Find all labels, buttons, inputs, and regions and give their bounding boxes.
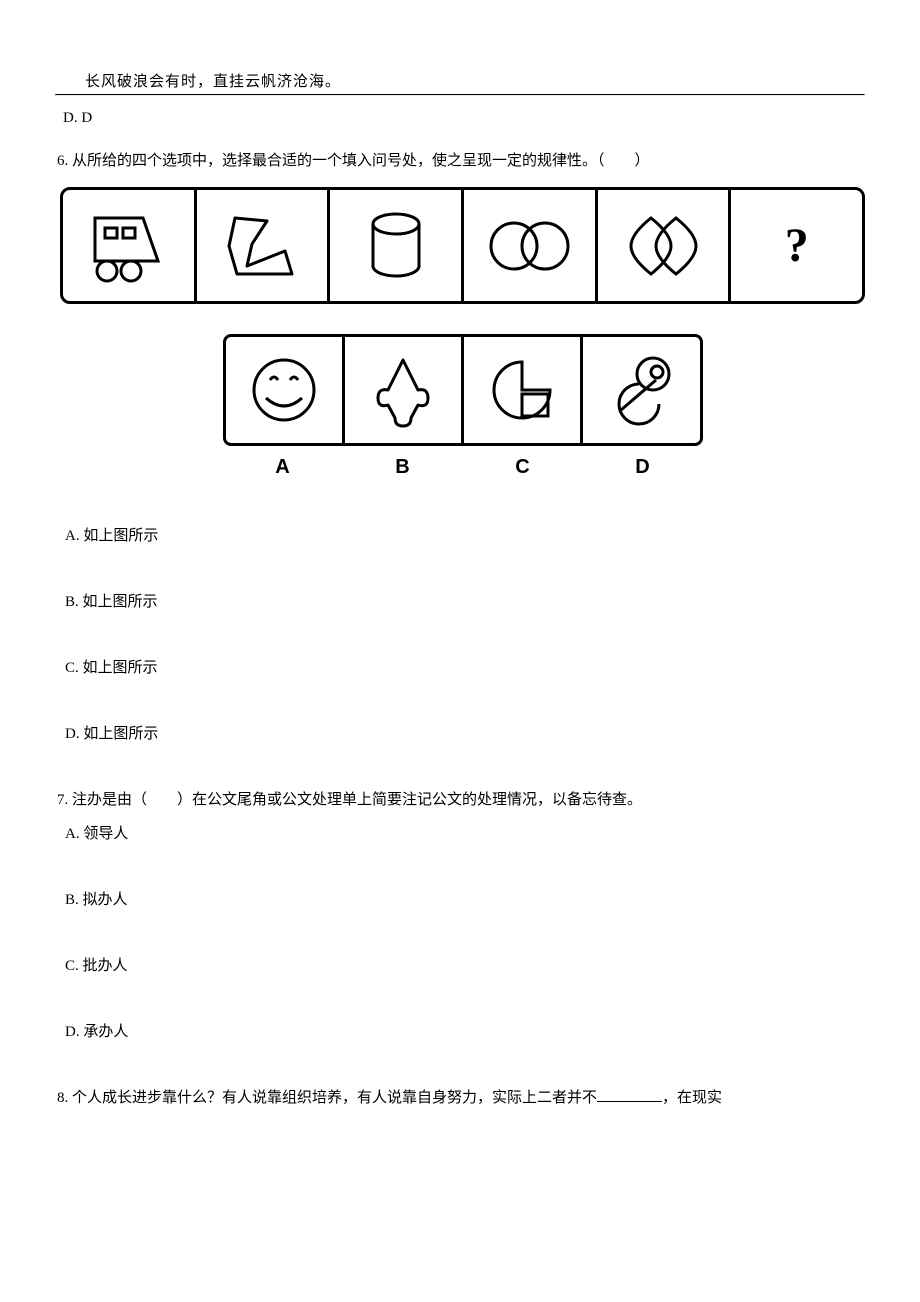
q6-option-c-cell xyxy=(464,337,583,443)
smiley-icon xyxy=(244,350,324,430)
q6-option-a-cell xyxy=(226,337,345,443)
star-tree-icon xyxy=(363,350,443,430)
question-mark-icon: ? xyxy=(785,218,809,273)
question-7-text: 7. 注办是由（ ）在公文尾角或公文处理单上简要注记公文的处理情况，以备忘待查。 xyxy=(57,788,865,812)
q8-text-before: 8. 个人成长进步靠什么？有人说靠组织培养，有人说靠自身努力，实际上二者并不 xyxy=(57,1090,597,1106)
capsule-circles-icon xyxy=(601,350,681,430)
q6-options-row xyxy=(223,334,703,446)
q6-option-d-text: D. 如上图所示 xyxy=(65,722,865,743)
option-d-d: D. D xyxy=(63,110,865,127)
q6-cell-6: ? xyxy=(731,190,862,301)
q6-cell-4 xyxy=(464,190,598,301)
q6-cell-2 xyxy=(197,190,331,301)
header-divider xyxy=(55,94,865,96)
q8-text-after: ，在现实 xyxy=(662,1090,722,1106)
double-circle-icon xyxy=(482,211,577,281)
q6-option-labels: A B C D xyxy=(223,456,703,479)
header-quote: 长风破浪会有时，直挂云帆济沧海。 xyxy=(85,70,865,91)
q6-option-b-text: B. 如上图所示 xyxy=(65,590,865,611)
pacman-square-icon xyxy=(482,350,562,430)
q6-cell-3 xyxy=(330,190,464,301)
double-diamond-icon xyxy=(621,206,706,286)
q6-cell-5 xyxy=(598,190,732,301)
polygon-icon xyxy=(217,206,307,286)
q6-sequence-row: ? xyxy=(60,187,865,304)
label-c: C xyxy=(463,456,583,479)
cylinder-icon xyxy=(356,206,436,286)
q7-option-a: A. 领导人 xyxy=(65,822,865,843)
label-a: A xyxy=(223,456,343,479)
q6-cell-1 xyxy=(63,190,197,301)
q6-option-d-cell xyxy=(583,337,699,443)
label-d: D xyxy=(583,456,703,479)
label-b: B xyxy=(343,456,463,479)
q7-option-b: B. 拟办人 xyxy=(65,888,865,909)
q6-option-c-text: C. 如上图所示 xyxy=(65,656,865,677)
q8-blank xyxy=(597,1088,662,1102)
q7-option-c: C. 批办人 xyxy=(65,954,865,975)
q7-option-d: D. 承办人 xyxy=(65,1020,865,1041)
question-6-text: 6. 从所给的四个选项中，选择最合适的一个填入问号处，使之呈现一定的规律性。（ … xyxy=(57,149,865,173)
q6-figure: ? xyxy=(60,187,865,479)
q6-option-a-text: A. 如上图所示 xyxy=(65,524,865,545)
q6-option-b-cell xyxy=(345,337,464,443)
question-8-text: 8. 个人成长进步靠什么？有人说靠组织培养，有人说靠自身努力，实际上二者并不 ，在… xyxy=(57,1086,865,1110)
train-icon xyxy=(83,206,173,286)
